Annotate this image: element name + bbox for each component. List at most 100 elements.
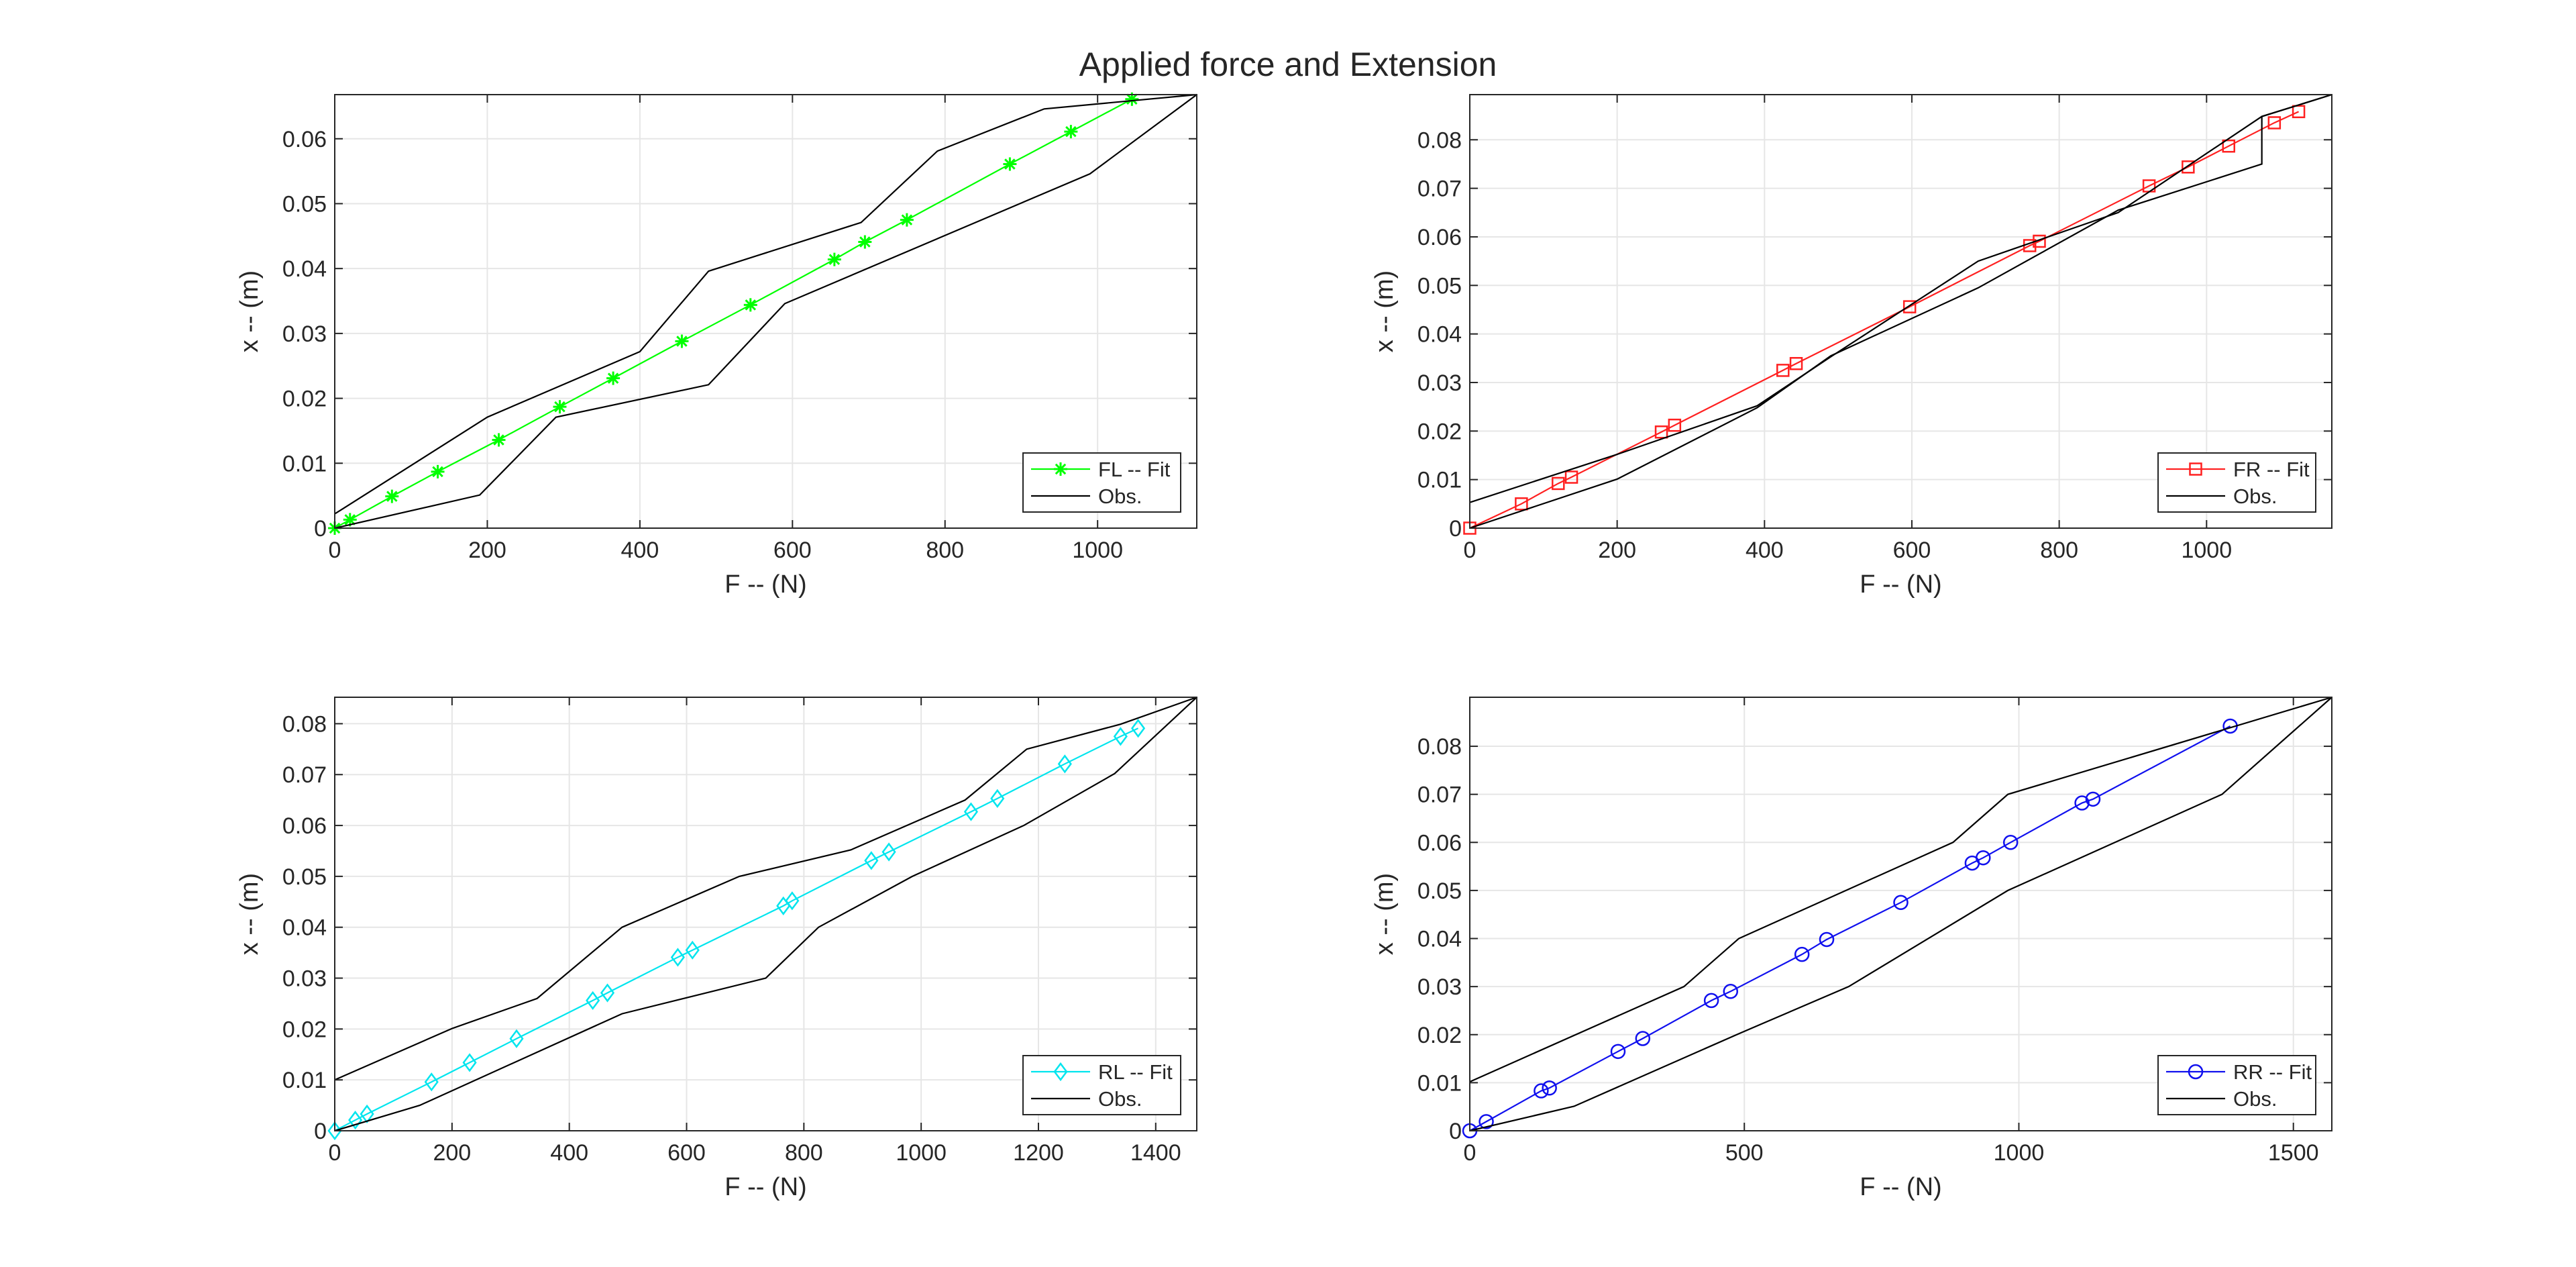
data-point xyxy=(492,433,506,447)
y-tick-label: 0.06 xyxy=(282,813,327,839)
grid-lines xyxy=(335,95,1197,528)
data-point xyxy=(827,252,841,266)
x-tick-label: 0 xyxy=(1464,1140,1477,1166)
x-axis-label: F -- (N) xyxy=(1860,1173,1941,1201)
data-point xyxy=(900,213,914,227)
y-tick-label: 0 xyxy=(314,1119,327,1144)
legend-label: RL -- Fit xyxy=(1098,1060,1173,1084)
data-point xyxy=(864,851,879,870)
data-point xyxy=(1776,364,1790,377)
data-point xyxy=(462,1053,477,1072)
x-tick-label: 1000 xyxy=(2181,538,2232,563)
legend-marker xyxy=(2188,1064,2204,1080)
data-point xyxy=(881,842,896,862)
legend: FL -- Fit Obs. xyxy=(1022,452,1181,513)
y-tick-label: 0.02 xyxy=(1417,419,1462,444)
legend-marker xyxy=(2189,462,2202,476)
obs-bound-line-2 xyxy=(1469,93,2332,529)
data-point xyxy=(586,991,600,1010)
data-point xyxy=(606,371,621,385)
data-point xyxy=(685,940,700,960)
y-tick-label: 0.01 xyxy=(1417,1070,1462,1096)
data-point xyxy=(2182,160,2195,174)
y-tick-label: 0.04 xyxy=(1417,927,1462,952)
data-point xyxy=(858,235,872,249)
x-tick-label: 600 xyxy=(1893,538,1931,563)
legend-label: FR -- Fit xyxy=(2233,458,2310,481)
axes-box xyxy=(1469,697,2332,1131)
legend: FR -- Fit Obs. xyxy=(2157,452,2316,513)
series-group xyxy=(328,92,1197,535)
x-tick-label: 0 xyxy=(329,538,341,563)
x-tick-label: 400 xyxy=(1746,538,1784,563)
x-tick-label: 200 xyxy=(1598,538,1636,563)
y-tick-label: 0 xyxy=(1449,516,1462,542)
data-point xyxy=(1534,1083,1549,1099)
grid-lines xyxy=(1470,697,2332,1131)
obs-bound-line-1 xyxy=(1469,696,2332,1082)
tick-marks xyxy=(1469,697,2332,1131)
fit-line xyxy=(1469,111,2300,529)
fit-line xyxy=(334,727,1139,1131)
data-point xyxy=(424,1072,439,1092)
legend-label: Obs. xyxy=(2233,1087,2277,1111)
axes-box xyxy=(334,94,1197,529)
data-point xyxy=(2074,795,2090,811)
y-tick-label: 0.04 xyxy=(282,915,327,941)
y-tick-label: 0.01 xyxy=(1417,468,1462,493)
data-point xyxy=(1064,125,1078,139)
y-tick-label: 0.03 xyxy=(1417,370,1462,396)
y-tick-label: 0.03 xyxy=(1417,974,1462,1000)
data-point xyxy=(553,400,567,414)
data-point xyxy=(2267,116,2282,130)
obs-bound-line-2 xyxy=(334,94,1197,529)
tick-marks xyxy=(1469,95,2332,529)
x-tick-label: 0 xyxy=(329,1140,341,1166)
series-group xyxy=(1462,696,2332,1139)
axes-box xyxy=(334,697,1197,1131)
data-point xyxy=(348,1110,363,1130)
data-point xyxy=(1542,1080,1557,1096)
subplot-grid: 0 200 400 600 800 1000 0 0.01 0.02 0.03 0.04 0.05 0.… xyxy=(235,92,2332,1201)
data-point xyxy=(1003,157,1017,171)
x-tick-label: 1000 xyxy=(1994,1140,2045,1166)
data-point xyxy=(785,891,800,911)
y-tick-label: 0.05 xyxy=(1417,878,1462,904)
subplot-1: 0 200 400 600 800 1000 0 0.01 0.02 0.03 0.04 0.05 0.… xyxy=(235,92,1197,599)
y-tick-label: 0.07 xyxy=(282,762,327,788)
data-point xyxy=(670,948,685,967)
y-tick-label: 0.02 xyxy=(282,387,327,412)
legend: RR -- Fit Obs. xyxy=(2157,1055,2316,1115)
x-axis-label: F -- (N) xyxy=(724,570,806,599)
axes-box xyxy=(1469,94,2332,529)
data-point xyxy=(1131,719,1146,738)
x-tick-label: 0 xyxy=(1464,538,1477,563)
data-point xyxy=(1479,1114,1494,1129)
y-axis-label: x -- (m) xyxy=(1371,270,1399,352)
x-tick-label: 1200 xyxy=(1013,1140,1064,1166)
x-tick-label: 1000 xyxy=(896,1140,947,1166)
data-point xyxy=(2002,835,2019,850)
data-point xyxy=(1552,476,1565,491)
x-tick-label: 200 xyxy=(433,1140,471,1166)
y-tick-label: 0.07 xyxy=(1417,176,1462,202)
y-tick-label: 0.03 xyxy=(282,966,327,992)
data-point xyxy=(509,1029,524,1048)
data-point xyxy=(600,983,615,1003)
legend-label: Obs. xyxy=(2233,485,2277,508)
obs-bound-line-1 xyxy=(1469,93,2332,503)
x-tick-label: 400 xyxy=(550,1140,588,1166)
data-point xyxy=(2292,105,2306,119)
y-axis-label: x -- (m) xyxy=(235,270,264,352)
x-axis-label: F -- (N) xyxy=(1860,570,1941,599)
series-group xyxy=(327,696,1197,1141)
data-point xyxy=(990,789,1005,808)
y-axis-label: x -- (m) xyxy=(235,873,264,955)
data-point xyxy=(1902,300,1917,313)
tick-marks xyxy=(334,95,1197,529)
x-tick-label: 600 xyxy=(773,538,812,563)
x-tick-label: 500 xyxy=(1725,1140,1764,1166)
data-point xyxy=(1703,993,1719,1009)
data-point xyxy=(1564,470,1578,484)
obs-bound-line-2 xyxy=(334,697,1197,1132)
